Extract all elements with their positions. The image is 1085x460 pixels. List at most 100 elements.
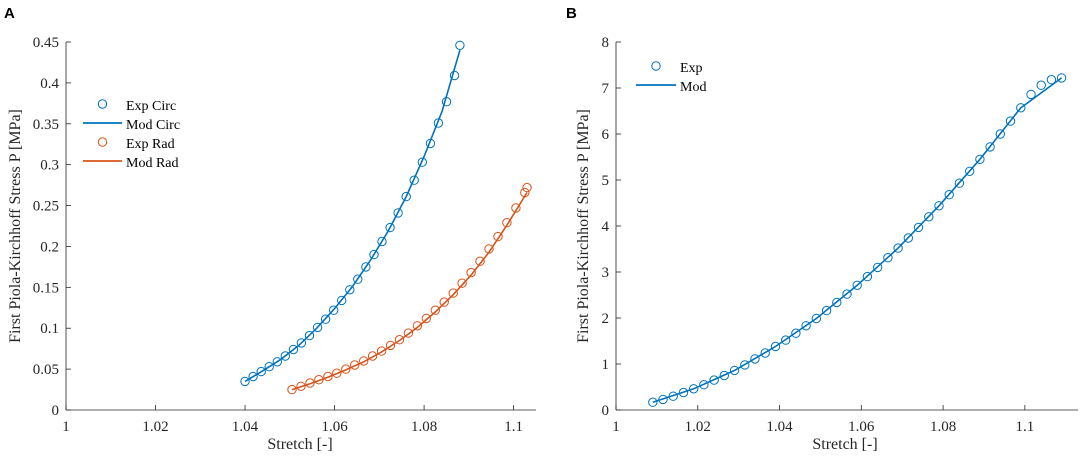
y-tick-label: 7	[602, 81, 610, 97]
data-point-exp-circ	[417, 157, 427, 167]
data-point-exp	[719, 370, 729, 381]
data-point-exp	[750, 354, 760, 364]
data-point-exp-rad	[385, 340, 396, 351]
data-point-exp-rad	[522, 182, 532, 193]
legend-label-mod: Mod	[680, 80, 706, 95]
y-tick-label: 8	[602, 35, 610, 51]
y-tick-label: 0.35	[33, 117, 59, 133]
data-point-exp	[1026, 89, 1036, 100]
data-point-exp-circ	[272, 357, 282, 367]
data-point-exp-circ	[288, 344, 299, 355]
data-point-exp	[678, 387, 689, 398]
data-point-exp-rad	[493, 231, 503, 242]
data-point-exp-rad	[287, 384, 297, 395]
data-point-exp-rad	[457, 278, 467, 288]
data-point-exp-rad	[305, 378, 315, 388]
data-point-exp-rad	[296, 381, 306, 391]
data-point-exp-circ	[385, 222, 395, 233]
data-point-exp	[791, 328, 801, 338]
data-point-exp	[1005, 116, 1016, 126]
x-tick-label: 1.08	[411, 419, 437, 435]
data-point-exp	[760, 348, 770, 358]
data-point-exp-rad	[403, 328, 414, 338]
data-point-exp-rad	[323, 371, 333, 382]
data-point-exp-circ	[248, 371, 258, 382]
x-tick-label: 1.1	[504, 419, 523, 435]
data-point-exp-rad	[466, 267, 476, 278]
panel-a-label: A	[4, 5, 15, 22]
data-point-exp-circ	[401, 191, 411, 202]
data-point-exp-circ	[329, 305, 339, 315]
data-point-exp-circ	[353, 274, 363, 284]
data-point-exp	[668, 391, 678, 401]
data-point-exp	[1046, 75, 1057, 85]
data-point-exp-rad	[412, 321, 423, 331]
data-point-exp-rad	[430, 305, 440, 315]
data-point-exp-rad	[421, 313, 431, 324]
legend-marker-exp	[651, 61, 661, 71]
data-point-exp-circ	[337, 295, 347, 306]
legend-label-mod-rad: Mod Rad	[126, 156, 179, 171]
data-point-exp-rad	[332, 368, 342, 378]
data-point-exp-circ	[312, 322, 323, 333]
legend-label-exp-circ: Exp Circ	[126, 99, 176, 114]
panel-b-x-axis-label: Stretch [-]	[812, 436, 877, 453]
y-tick-label: 0.1	[40, 321, 59, 337]
y-tick-label: 0.45	[33, 35, 59, 51]
data-point-exp	[934, 201, 944, 211]
y-tick-label: 0	[602, 403, 610, 419]
y-tick-label: 0.2	[40, 239, 59, 255]
legend-label-mod-circ: Mod Circ	[126, 118, 180, 133]
data-point-exp-rad	[439, 297, 449, 307]
data-point-exp	[658, 394, 668, 405]
data-point-exp-rad	[394, 335, 405, 345]
x-tick-label: 1.08	[930, 419, 956, 435]
panel-a-x-axis-label: Stretch [-]	[267, 436, 332, 453]
data-point-exp-circ	[433, 118, 444, 128]
legend-label-exp: Exp	[680, 61, 703, 76]
data-point-exp-circ	[304, 330, 315, 341]
data-point-exp	[985, 142, 995, 152]
x-tick-label: 1.06	[848, 419, 875, 435]
y-tick-label: 0.05	[33, 362, 59, 378]
data-point-exp	[729, 365, 740, 376]
data-point-exp	[873, 262, 883, 273]
y-tick-label: 6	[602, 127, 610, 143]
panel-b-y-axis-label: First Piola-Kirchhoff Stress P [MPa]	[575, 109, 592, 343]
data-point-exp	[842, 289, 852, 299]
y-tick-label: 2	[602, 311, 610, 327]
y-tick-label: 0.25	[33, 199, 59, 215]
data-point-exp-circ	[441, 97, 452, 107]
data-point-exp	[740, 360, 750, 370]
data-point-exp	[832, 297, 842, 308]
data-point-exp-rad	[314, 375, 324, 385]
panel-a-legend: Exp Circ Mod Circ Exp Rad Mod Rad	[126, 99, 180, 171]
data-point-exp	[975, 154, 985, 165]
y-tick-label: 0.4	[40, 76, 59, 92]
data-point-exp	[821, 305, 832, 316]
y-tick-label: 4	[602, 219, 610, 235]
data-point-exp-circ	[264, 362, 274, 372]
data-point-exp-rad	[376, 346, 387, 356]
data-point-exp	[689, 384, 699, 394]
data-point-exp-circ	[320, 314, 331, 324]
data-point-exp	[965, 166, 975, 177]
data-point-exp-circ	[280, 351, 290, 361]
data-point-exp	[883, 253, 893, 263]
data-point-exp-rad	[511, 203, 521, 213]
data-point-exp	[1036, 80, 1046, 90]
x-tick-label: 1	[612, 419, 620, 435]
data-point-exp	[709, 375, 719, 385]
data-point-exp	[770, 341, 781, 352]
data-point-exp-circ	[425, 138, 436, 149]
data-point-exp-circ	[256, 366, 266, 377]
data-point-exp-circ	[409, 175, 419, 185]
legend-label-exp-rad: Exp Rad	[126, 137, 175, 152]
data-point-exp	[801, 321, 811, 331]
data-point-exp-circ	[361, 262, 371, 272]
data-point-exp	[924, 212, 934, 222]
series-line-mod-rad	[291, 192, 528, 391]
x-tick-label: 1.02	[685, 419, 711, 435]
data-point-exp-rad	[502, 218, 512, 228]
x-tick-label: 1.06	[321, 419, 348, 435]
